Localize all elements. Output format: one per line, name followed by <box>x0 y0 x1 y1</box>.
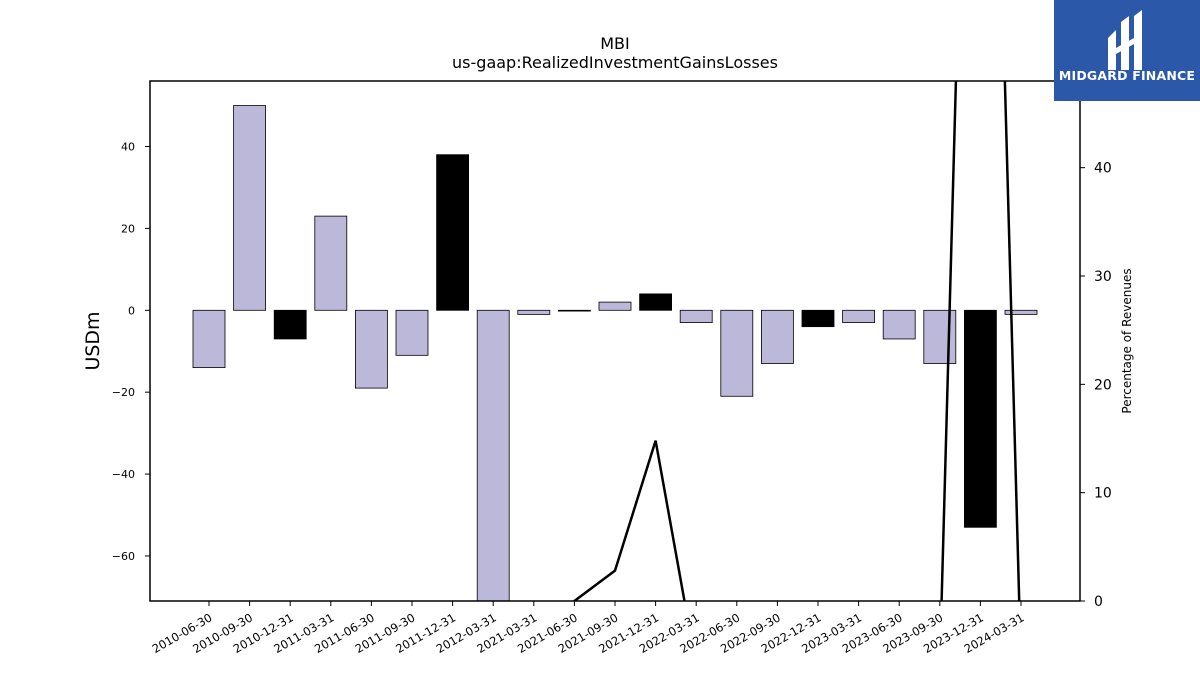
bar-2011-06-30 <box>354 309 388 389</box>
bar-2022-06-30 <box>720 309 754 397</box>
bar-2021-03-31 <box>517 309 551 315</box>
bar-2024-03-31 <box>1004 309 1038 315</box>
bar-2022-12-31 <box>801 309 835 328</box>
midgard-logo-icon <box>1108 10 1142 70</box>
y-tick-label: 0 <box>128 304 135 317</box>
y2-tick-label: 0 <box>1094 594 1103 610</box>
y-tick-label: 20 <box>121 222 135 235</box>
chart-subtitle: us-gaap:RealizedInvestmentGainsLosses <box>452 53 778 72</box>
bar-2022-03-31 <box>679 309 713 323</box>
bar-2023-12-31 <box>964 309 997 528</box>
y-tick-label: −60 <box>112 550 135 563</box>
y-axis-label: USDm <box>82 311 104 370</box>
bar-2021-12-31 <box>639 293 672 311</box>
y2-tick-label: 10 <box>1094 486 1112 502</box>
bar-2010-06-30 <box>192 309 226 369</box>
bar-2011-12-31 <box>436 154 470 311</box>
revenue-pct-line <box>940 81 1021 601</box>
y-tick-label: −20 <box>112 386 135 399</box>
bar-2012-03-31 <box>476 309 510 601</box>
y2-axis-label: Percentage of Revenues <box>1120 268 1134 413</box>
y2-tick-label: 40 <box>1094 161 1112 177</box>
bar-2023-03-31 <box>842 309 875 323</box>
bar-2023-09-30 <box>923 309 957 364</box>
bar-2010-09-30 <box>233 105 267 311</box>
y-tick-label: −40 <box>112 468 135 481</box>
bar-2011-03-31 <box>314 215 348 311</box>
logo-text: MIDGARD FINANCE <box>1058 68 1196 83</box>
plot-frame <box>149 80 1081 602</box>
bar-2022-09-30 <box>761 309 794 364</box>
bar-2021-06-30 <box>558 309 591 312</box>
bar-2010-12-31 <box>273 309 307 340</box>
y-tick-label: 40 <box>121 141 135 154</box>
bar-2021-09-30 <box>598 301 632 311</box>
chart-title: MBI <box>600 34 630 53</box>
bar-2011-09-30 <box>395 309 429 356</box>
y2-tick-label: 20 <box>1094 377 1112 393</box>
y2-tick-label: 30 <box>1094 269 1112 285</box>
bar-2023-06-30 <box>882 309 916 340</box>
revenue-pct-line <box>572 440 686 601</box>
